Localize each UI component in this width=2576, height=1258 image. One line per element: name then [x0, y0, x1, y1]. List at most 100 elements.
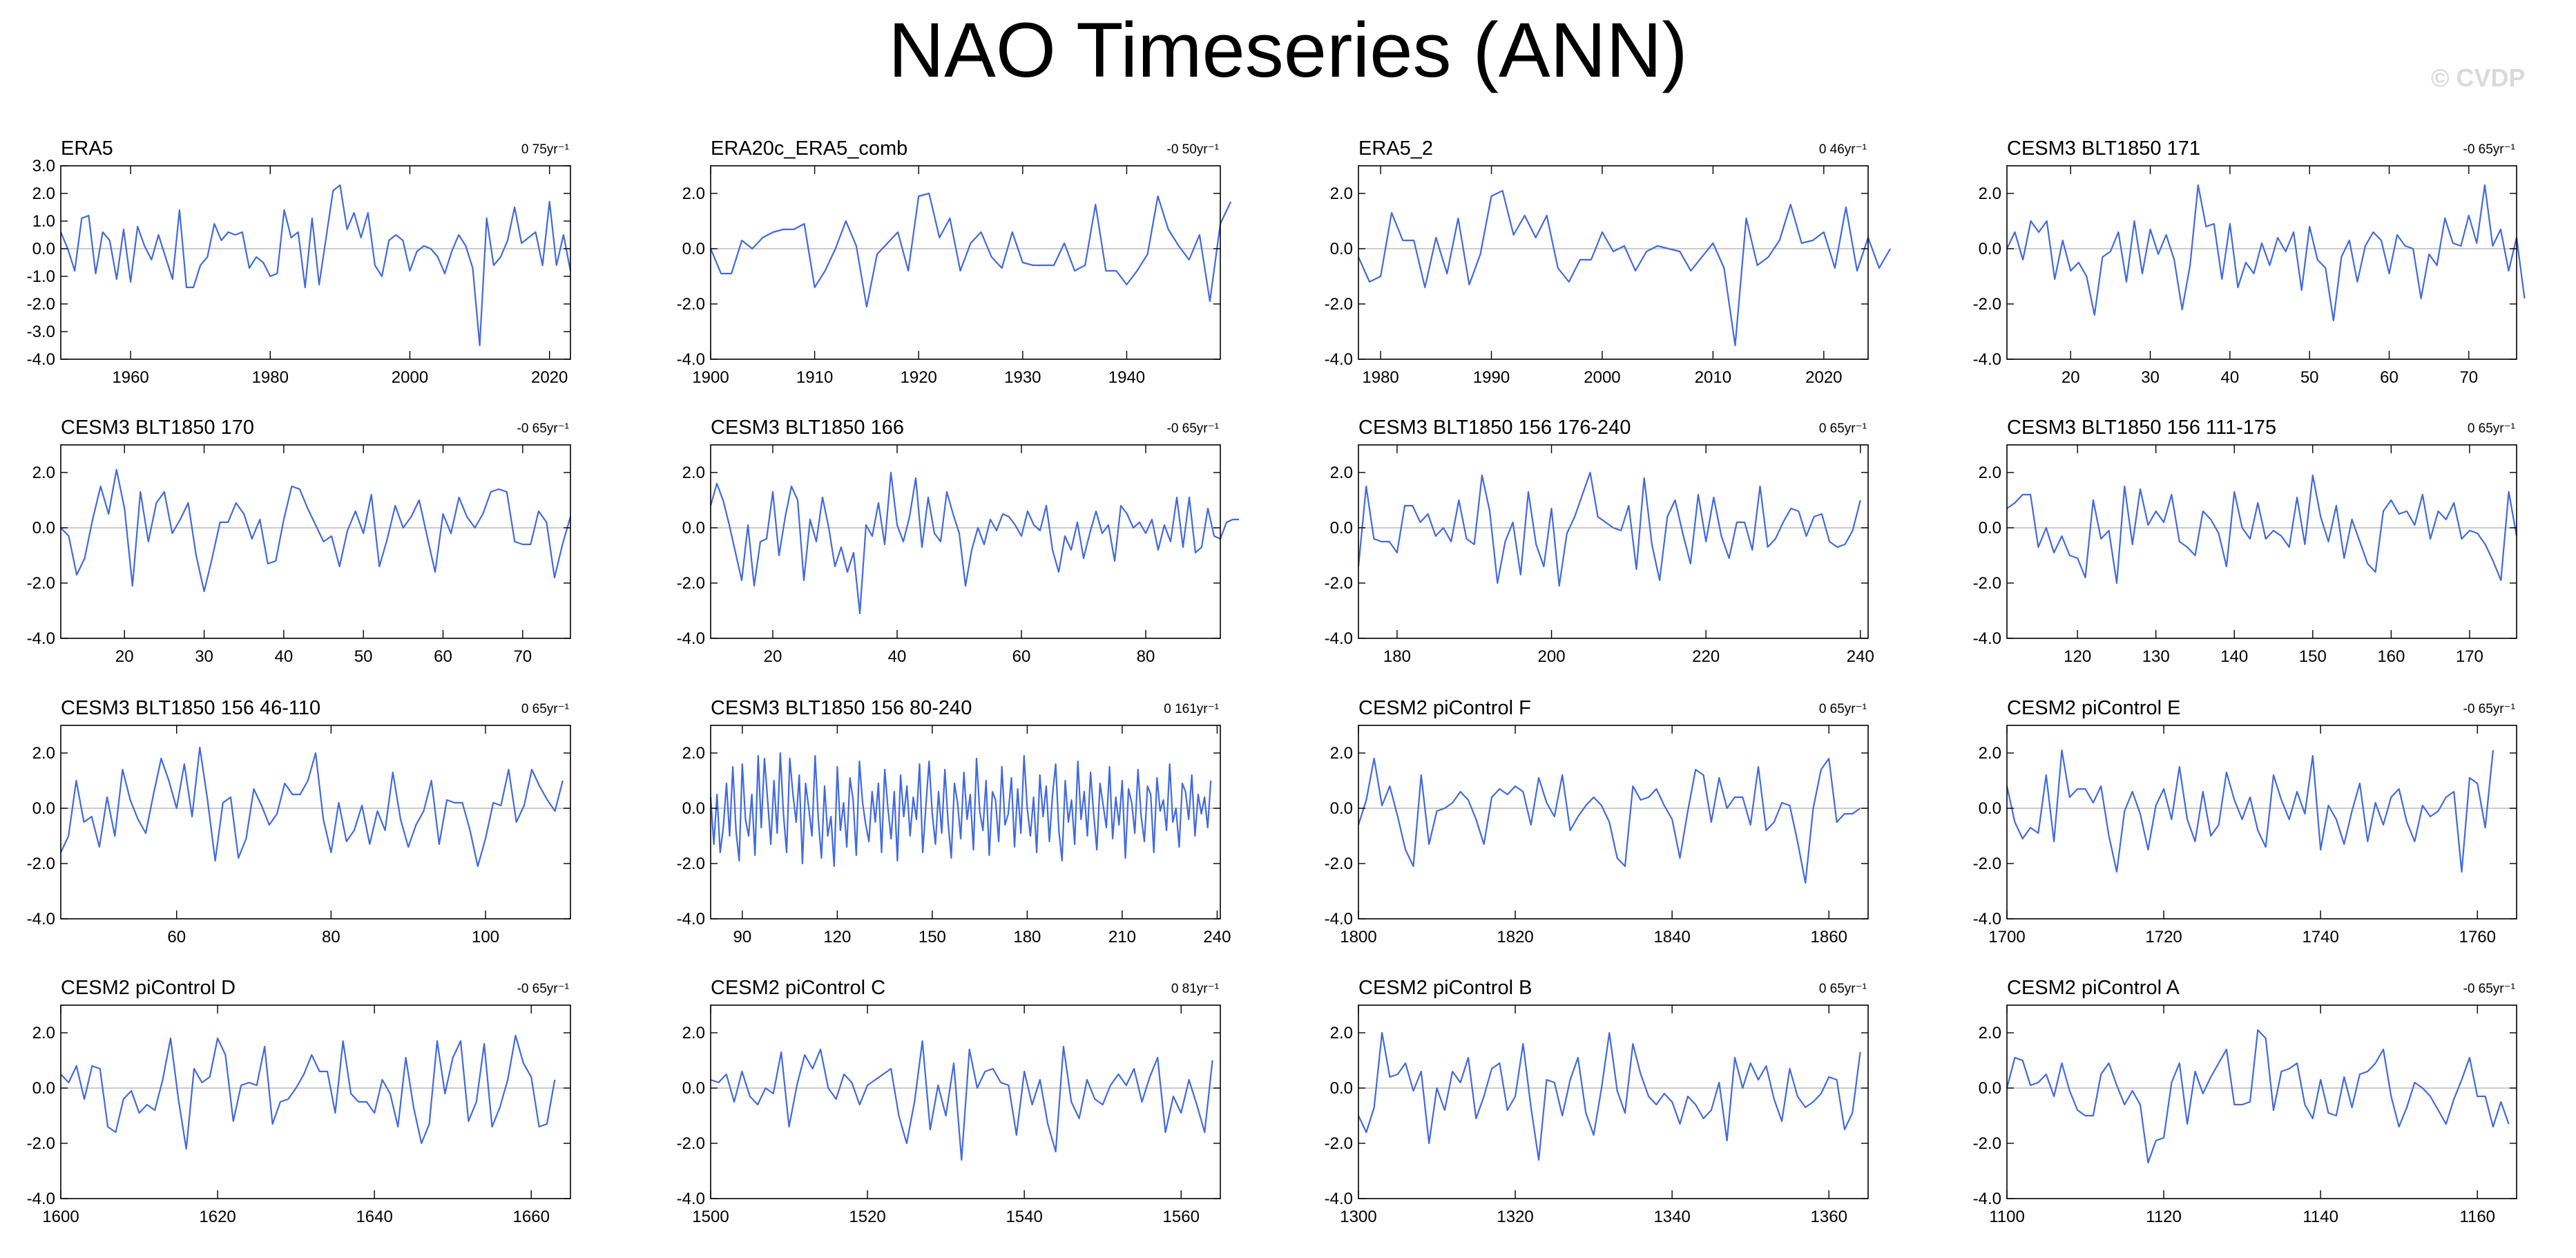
panel-title: CESM3 BLT1850 170	[61, 417, 254, 439]
plot-frame	[2006, 165, 2517, 360]
ytick-label: 2.0	[1979, 744, 2001, 763]
xtick-label: 160	[2377, 647, 2405, 666]
xtick-label: 220	[1692, 647, 1720, 666]
ytick-label: -2.0	[27, 574, 55, 593]
xtick-label: 1160	[2459, 1208, 2495, 1226]
xtick-label: 120	[2064, 647, 2091, 666]
xtick-label: 20	[764, 647, 782, 666]
ytick-label: -4.0	[1973, 629, 2001, 648]
chart-panel: -4.0 -2.0 0.0 2.0 1980 1990 2000 2010 2020 ERA5_2…	[1325, 137, 1892, 387]
panel-title: CESM2 piControl B	[1358, 977, 1532, 999]
xtick-label: 2000	[392, 368, 428, 387]
xtick-label: 1800	[1340, 928, 1376, 946]
xtick-label: 240	[1847, 647, 1874, 666]
ytick-label: -2.0	[677, 855, 705, 873]
plot-frame	[2006, 444, 2517, 639]
series-line	[60, 746, 564, 868]
xtick-label: 1860	[1811, 928, 1847, 946]
panel-title: CESM3 BLT1850 156 46-110	[61, 697, 320, 719]
panel-title: CESM3 BLT1850 156 176-240	[1358, 417, 1631, 439]
xtick-label: 80	[1137, 647, 1155, 666]
xtick-label: 1120	[2146, 1208, 2182, 1226]
series-line	[2006, 184, 2526, 322]
ytick-label: -4.0	[677, 629, 705, 648]
xtick-label: 1520	[849, 1208, 885, 1226]
xtick-label: 1100	[1989, 1208, 2025, 1226]
plot-frame	[1358, 725, 1869, 919]
ytick-label: 0.0	[32, 1079, 55, 1098]
ytick-label: -4.0	[1325, 629, 1353, 648]
series-line	[709, 192, 1232, 308]
ytick-label: 0.0	[1979, 799, 2001, 818]
panel-title: CESM3 BLT1850 166	[711, 417, 904, 439]
series-line	[1357, 757, 1861, 884]
trend-label: 0 65yr⁻¹	[521, 702, 569, 716]
xtick-label: 30	[195, 647, 213, 666]
ytick-label: 0.0	[1330, 1079, 1353, 1098]
xtick-label: 1740	[2302, 928, 2338, 946]
ytick-label: -1.0	[27, 267, 55, 286]
ytick-label: 0.0	[682, 519, 705, 537]
ytick-label: 2.0	[1979, 184, 2001, 203]
xtick-label: 150	[919, 928, 946, 946]
plot-frame	[60, 165, 571, 360]
ytick-label: 2.0	[32, 744, 55, 763]
trend-label: 0 65yr⁻¹	[1819, 702, 1867, 716]
xtick-label: 30	[2141, 368, 2160, 387]
plot-frame	[1358, 165, 1869, 360]
panel-title: CESM3 BLT1850 156 111-175	[2007, 417, 2276, 439]
ytick-label: -2.0	[1325, 574, 1353, 593]
xtick-label: 60	[434, 647, 452, 666]
ytick-label: 0.0	[32, 799, 55, 818]
xtick-label: 1660	[513, 1208, 550, 1226]
series-line	[1358, 1031, 1861, 1161]
trend-label: -0 65yr⁻¹	[2463, 702, 2516, 716]
ytick-label: -4.0	[677, 1190, 705, 1208]
xtick-label: 60	[2380, 368, 2399, 387]
ytick-label: -4.0	[677, 350, 705, 369]
chart-panel: -4.0 -3.0 -2.0 -1.0 0.0 1.0 2.0 3.0 1960 1980 2000…	[27, 137, 572, 387]
series-line	[709, 752, 1212, 868]
xtick-label: 1990	[1473, 368, 1510, 387]
ytick-label: -4.0	[1973, 910, 2001, 928]
chart-panel: -4.0 -2.0 0.0 2.0 120 130 140 150 160 170 CESM3 BL…	[1973, 417, 2518, 666]
ytick-label: 0.0	[1979, 1079, 2001, 1098]
xtick-label: 1960	[112, 368, 148, 387]
ytick-label: -4.0	[1325, 910, 1353, 928]
xtick-label: 70	[2459, 368, 2478, 387]
trend-label: -0 65yr⁻¹	[1167, 421, 1220, 436]
xtick-label: 80	[322, 928, 340, 946]
ytick-label: 0.0	[32, 519, 55, 537]
xtick-label: 60	[1012, 647, 1031, 666]
xtick-label: 240	[1203, 928, 1231, 946]
trend-label: 0 81yr⁻¹	[1171, 982, 1219, 996]
xtick-label: 1300	[1340, 1208, 1376, 1226]
plot-frame	[710, 165, 1221, 360]
series-line	[59, 184, 572, 347]
series-line	[2006, 749, 2494, 873]
xtick-label: 70	[513, 647, 532, 666]
chart-panel: -4.0 -2.0 0.0 2.0 1800 1820 1840 1860 CESM2 piCo…	[1325, 697, 1869, 946]
series-line	[60, 1034, 556, 1150]
ytick-label: 2.0	[32, 184, 55, 203]
ytick-label: -4.0	[27, 1190, 55, 1208]
xtick-label: 180	[1383, 647, 1411, 666]
ytick-label: 2.0	[1330, 464, 1353, 482]
xtick-label: 1820	[1497, 928, 1533, 946]
plot-frame	[1358, 444, 1869, 639]
plot-frame	[710, 1004, 1221, 1199]
xtick-label: 140	[2220, 647, 2248, 666]
plot-frame	[1358, 1004, 1869, 1199]
xtick-label: 40	[888, 647, 907, 666]
series-line	[2006, 1029, 2510, 1164]
chart-panel: -4.0 -2.0 0.0 2.0 1900 1910 1920 1930 1940 ERA20c…	[677, 137, 1232, 387]
xtick-label: 120	[823, 928, 851, 946]
panel-title: CESM3 BLT1850 171	[2007, 137, 2200, 160]
xtick-label: 50	[354, 647, 373, 666]
plot-frame	[2006, 725, 2517, 919]
trend-label: 0 161yr⁻¹	[1164, 702, 1219, 716]
xtick-label: 210	[1108, 928, 1136, 946]
chart-panel: -4.0 -2.0 0.0 2.0 1700 1720 1740 1760 CESM2 piCo…	[1973, 697, 2517, 946]
xtick-label: 1560	[1163, 1208, 1200, 1226]
ytick-label: 0.0	[1979, 240, 2001, 258]
